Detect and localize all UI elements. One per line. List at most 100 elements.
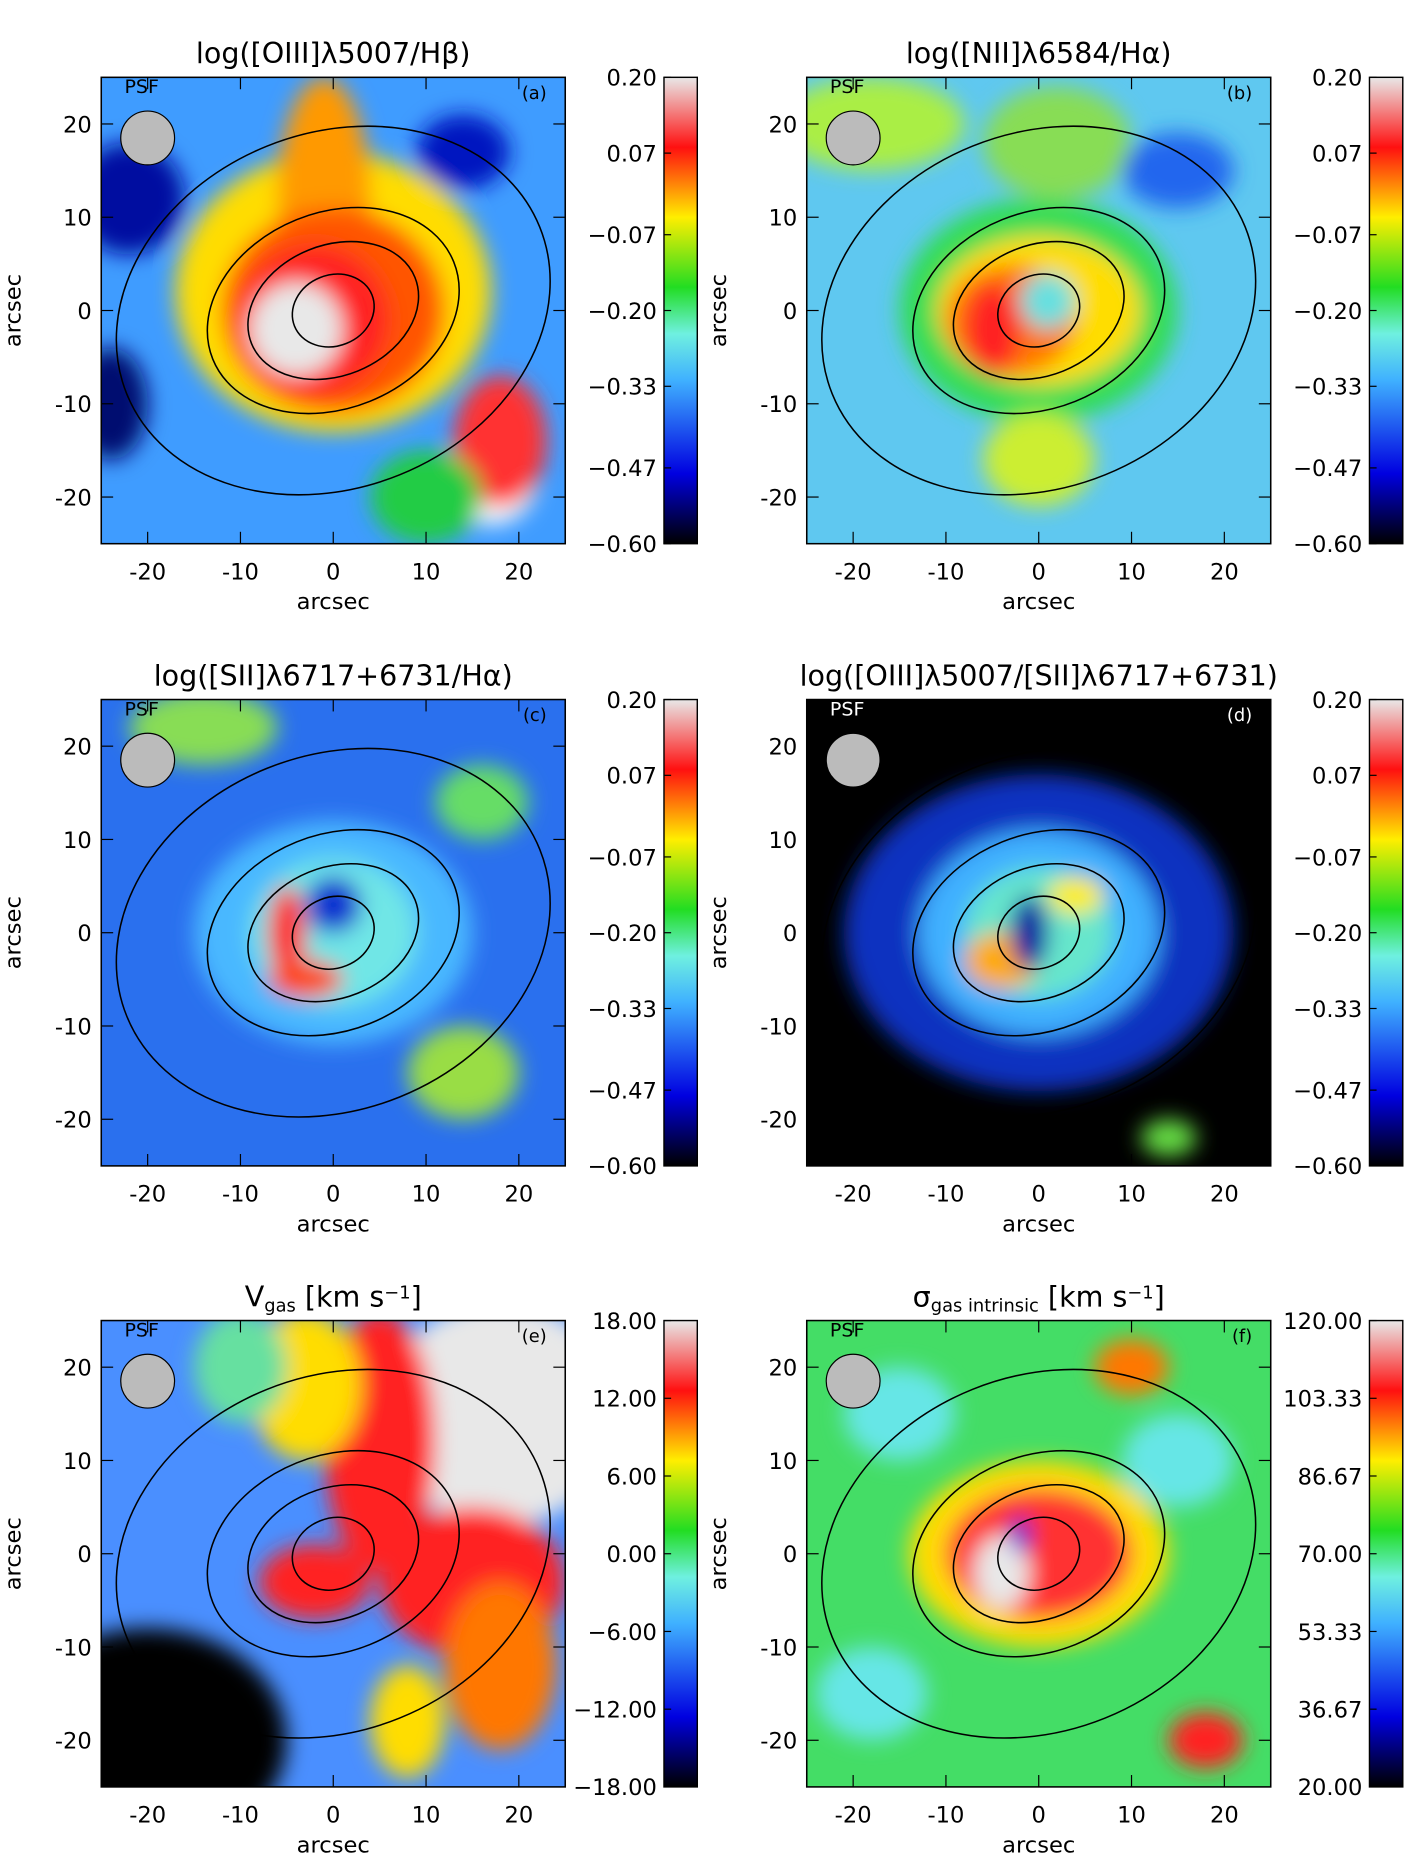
map-blob: [101, 1628, 287, 1787]
contour: [291, 273, 375, 348]
y-axis-label: arcsec: [0, 896, 26, 969]
contour: [821, 1368, 1257, 1739]
psf-circle: [120, 1353, 176, 1409]
colorbar-tick-label: 18.00: [592, 1309, 657, 1335]
contour: [115, 1368, 551, 1739]
contour: [206, 206, 460, 415]
y-tick-label: 20: [768, 735, 797, 761]
y-tick-label: -20: [760, 1108, 797, 1134]
title-part: log([OIII]λ5007/[SII]λ6717+6731): [800, 658, 1278, 692]
colorbar-tick-label: 0.07: [607, 141, 657, 167]
colorbar-tick-label: 120.00: [1283, 1309, 1362, 1335]
map-blob: [444, 1581, 556, 1750]
map-blob: [416, 114, 510, 190]
psf-circle: [825, 1353, 881, 1409]
map-blob: [1168, 1712, 1243, 1769]
panel-label: (c): [523, 705, 547, 726]
title-part: gas: [264, 1295, 296, 1316]
x-axis-label: arcsec: [297, 589, 370, 615]
y-tick-label: -10: [760, 1635, 797, 1661]
colorbar-tick-label: −6.00: [588, 1620, 657, 1646]
x-tick-label: -20: [835, 1182, 872, 1208]
colorbar-tick-label: −0.47: [588, 1078, 657, 1104]
colorbar-tick-label: 0.07: [607, 764, 657, 790]
title-part: −1: [1127, 1282, 1153, 1303]
colorbar-tick-label: 36.67: [1298, 1697, 1363, 1723]
map-blob: [1140, 1119, 1197, 1157]
colorbar-tick-label: −0.20: [588, 299, 657, 325]
x-tick-label: 0: [326, 559, 340, 585]
y-tick-label: 10: [768, 206, 797, 232]
x-tick-label: 20: [504, 1182, 533, 1208]
map-blob: [1010, 1516, 1030, 1554]
chart-title: log([NII]λ6584/Hα): [906, 36, 1172, 70]
map-field: [101, 77, 547, 544]
map-image: [101, 77, 566, 544]
title-part: [km s: [1039, 1279, 1128, 1313]
colorbar-tick-label: 0.20: [607, 688, 657, 714]
x-axis-label: arcsec: [1002, 589, 1075, 615]
contour: [912, 828, 1166, 1037]
contour: [115, 125, 551, 496]
map-blob: [259, 1544, 371, 1620]
map-blob: [983, 86, 1132, 199]
title-part: gas intrinsic: [931, 1295, 1039, 1316]
colorbar-tick-label: −0.60: [1293, 532, 1362, 558]
y-tick-label: 0: [77, 299, 91, 325]
colorbar-tick-label: −0.60: [588, 1154, 657, 1180]
colorbar-tick-label: −0.20: [1293, 921, 1362, 947]
y-tick-label: 10: [768, 828, 797, 854]
y-tick-label: 20: [63, 112, 92, 138]
contour: [997, 895, 1081, 970]
y-tick-label: 0: [783, 1542, 797, 1568]
colorbar-tick-label: 0.20: [1312, 688, 1362, 714]
x-tick-label: -10: [927, 1182, 964, 1208]
contour: [291, 895, 375, 970]
panel-label: (f): [1232, 1326, 1252, 1347]
map-blob: [1122, 133, 1234, 208]
y-tick-label: -10: [760, 392, 797, 418]
title-part: V: [245, 1279, 265, 1313]
y-tick-label: 0: [783, 921, 797, 947]
map-blob: [370, 1665, 445, 1778]
colorbar-tick-label: −0.33: [1293, 997, 1362, 1023]
panel: PSF (c) -20 -10 0 10 20 -20 -10 0 10 20 arcsec arcsec…: [0, 658, 699, 1237]
colorbar-tick-label: −0.33: [588, 997, 657, 1023]
colorbar-tick-label: 12.00: [592, 1387, 657, 1413]
contour: [247, 862, 420, 1003]
title-part: −1: [384, 1282, 410, 1303]
psf-label: PSF: [830, 1319, 864, 1341]
chart-title: log([SII]λ6717+6731/Hα): [154, 658, 513, 692]
map-image: [806, 77, 1271, 544]
map-image: [806, 699, 1271, 1166]
y-axis-label: arcsec: [706, 896, 732, 969]
colorbar-tick-label: 20.00: [1298, 1775, 1363, 1801]
map-image: [806, 1320, 1271, 1787]
x-tick-label: -10: [222, 1182, 259, 1208]
colorbar-tick-label: 0.07: [1312, 141, 1362, 167]
contour: [247, 1484, 420, 1624]
map-image: [101, 699, 566, 1166]
map-blob: [1048, 876, 1104, 915]
x-tick-label: 0: [326, 1803, 340, 1829]
title-part: log([SII]λ6717+6731/Hα): [154, 658, 513, 692]
y-tick-label: -10: [55, 1635, 92, 1661]
colorbar-tick-label: −12.00: [573, 1698, 657, 1724]
panel-label: (d): [1227, 705, 1252, 726]
y-tick-label: -10: [55, 392, 92, 418]
chart-title: log([OIII]λ5007/Hβ): [196, 36, 471, 70]
colorbar-tick-label: 0.20: [1312, 66, 1362, 92]
contour: [912, 1449, 1166, 1658]
map-blob: [268, 886, 306, 980]
title-part: log([OIII]λ5007/Hβ): [196, 36, 471, 70]
x-tick-label: 10: [412, 1803, 441, 1829]
y-tick-label: 10: [63, 1449, 92, 1475]
x-tick-label: 0: [1032, 1182, 1046, 1208]
panel-label: (e): [522, 1326, 547, 1347]
contour: [206, 1449, 460, 1658]
x-tick-label: 10: [1117, 1803, 1146, 1829]
colorbar-tick-label: −0.33: [588, 375, 657, 401]
map-blob: [816, 1647, 928, 1741]
chart-title: σgas intrinsic [km s−1]: [913, 1279, 1165, 1316]
